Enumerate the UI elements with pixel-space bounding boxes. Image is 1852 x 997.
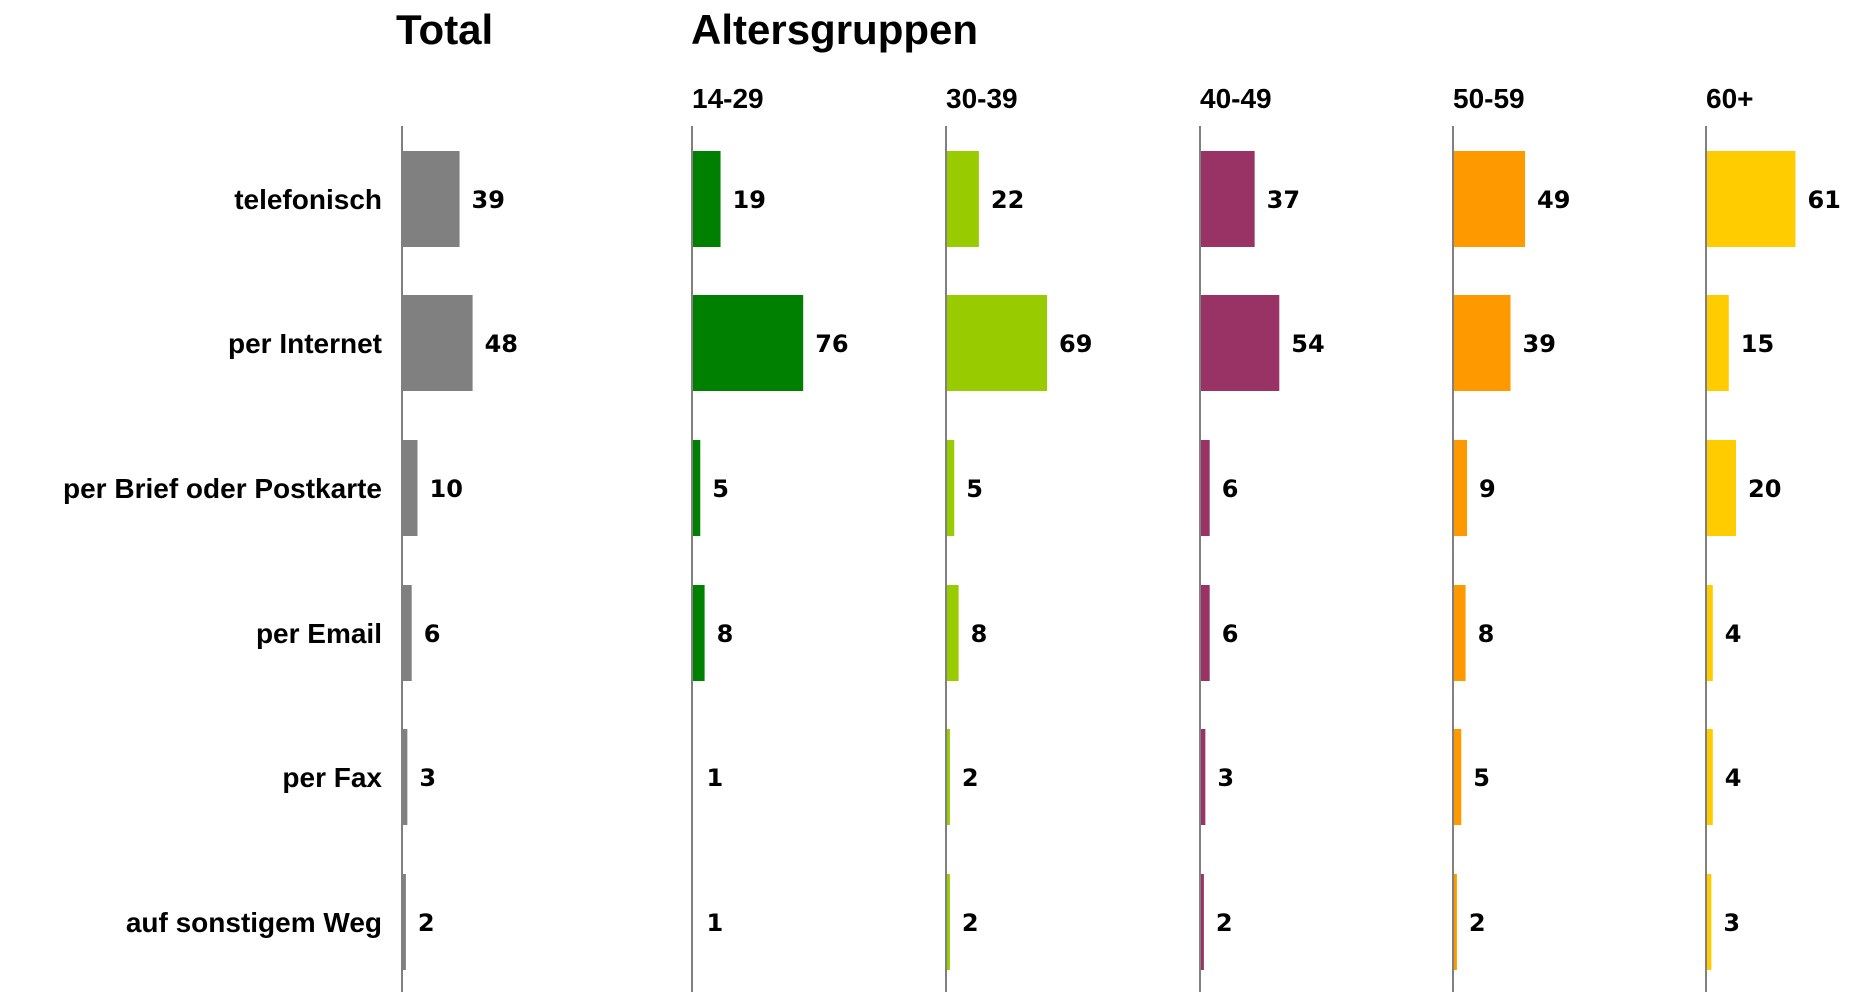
category-label: per Brief oder Postkarte bbox=[63, 473, 382, 504]
value-label: 37 bbox=[1267, 186, 1300, 214]
age-group-label: 60+ bbox=[1706, 83, 1754, 114]
value-label: 2 bbox=[1469, 909, 1486, 937]
bar bbox=[947, 295, 1048, 391]
bar bbox=[693, 440, 701, 536]
bar bbox=[1707, 295, 1729, 391]
value-label: 69 bbox=[1059, 330, 1092, 358]
value-label: 5 bbox=[1473, 764, 1490, 792]
bar bbox=[947, 440, 955, 536]
bar bbox=[1707, 440, 1736, 536]
bar bbox=[1201, 151, 1255, 247]
value-label: 10 bbox=[430, 475, 463, 503]
bar bbox=[1201, 440, 1210, 536]
bar bbox=[1707, 151, 1796, 247]
value-label: 6 bbox=[1222, 620, 1239, 648]
age-groups-heading: Altersgruppen bbox=[691, 6, 979, 53]
value-label: 5 bbox=[966, 475, 983, 503]
bar bbox=[947, 874, 950, 970]
value-label: 1 bbox=[706, 909, 723, 937]
category-label: per Internet bbox=[228, 328, 382, 359]
value-label: 2 bbox=[962, 764, 979, 792]
value-label: 2 bbox=[962, 909, 979, 937]
bar bbox=[403, 729, 408, 825]
value-label: 9 bbox=[1479, 475, 1496, 503]
bar bbox=[693, 295, 804, 391]
age-group-label: 30-39 bbox=[946, 83, 1018, 114]
bar bbox=[947, 151, 979, 247]
bar bbox=[1201, 729, 1206, 825]
value-label: 8 bbox=[1478, 620, 1495, 648]
bar bbox=[1201, 585, 1210, 681]
bar bbox=[693, 151, 721, 247]
category-label: per Fax bbox=[282, 762, 382, 793]
bar bbox=[947, 729, 950, 825]
bar bbox=[1454, 440, 1468, 536]
value-label: 3 bbox=[419, 764, 436, 792]
value-label: 22 bbox=[991, 186, 1024, 214]
value-label: 2 bbox=[1216, 909, 1233, 937]
value-label: 49 bbox=[1537, 186, 1570, 214]
category-label: per Email bbox=[256, 618, 382, 649]
value-label: 54 bbox=[1291, 330, 1324, 358]
value-label: 1 bbox=[706, 764, 723, 792]
value-label: 39 bbox=[472, 186, 505, 214]
value-label: 48 bbox=[485, 330, 518, 358]
age-group-label: 40-49 bbox=[1200, 83, 1272, 114]
bar bbox=[403, 874, 406, 970]
bar bbox=[403, 585, 412, 681]
bar bbox=[1454, 585, 1466, 681]
value-label: 3 bbox=[1723, 909, 1740, 937]
bar bbox=[1707, 585, 1713, 681]
value-label: 4 bbox=[1725, 764, 1742, 792]
bar bbox=[1707, 874, 1712, 970]
bar bbox=[403, 440, 418, 536]
value-label: 8 bbox=[971, 620, 988, 648]
bar bbox=[693, 585, 705, 681]
bar bbox=[1201, 295, 1280, 391]
value-label: 8 bbox=[717, 620, 734, 648]
value-label: 61 bbox=[1807, 186, 1840, 214]
bar bbox=[1454, 729, 1462, 825]
value-label: 76 bbox=[815, 330, 848, 358]
value-label: 15 bbox=[1741, 330, 1774, 358]
bar bbox=[403, 151, 460, 247]
age-group-label: 50-59 bbox=[1453, 83, 1525, 114]
total-heading: Total bbox=[396, 6, 494, 53]
value-label: 5 bbox=[712, 475, 729, 503]
bar bbox=[1454, 295, 1511, 391]
age-group-label: 14-29 bbox=[692, 83, 764, 114]
category-label: auf sonstigem Weg bbox=[126, 907, 382, 938]
value-label: 6 bbox=[1222, 475, 1239, 503]
bar bbox=[1454, 874, 1457, 970]
value-label: 39 bbox=[1523, 330, 1556, 358]
bar bbox=[1707, 729, 1713, 825]
bar bbox=[1201, 874, 1204, 970]
category-label: telefonisch bbox=[234, 184, 382, 215]
bar bbox=[1454, 151, 1526, 247]
value-label: 6 bbox=[424, 620, 441, 648]
value-label: 20 bbox=[1748, 475, 1781, 503]
bar bbox=[947, 585, 959, 681]
bar bbox=[403, 295, 473, 391]
value-label: 4 bbox=[1725, 620, 1742, 648]
value-label: 2 bbox=[418, 909, 435, 937]
value-label: 19 bbox=[733, 186, 766, 214]
value-label: 3 bbox=[1217, 764, 1234, 792]
